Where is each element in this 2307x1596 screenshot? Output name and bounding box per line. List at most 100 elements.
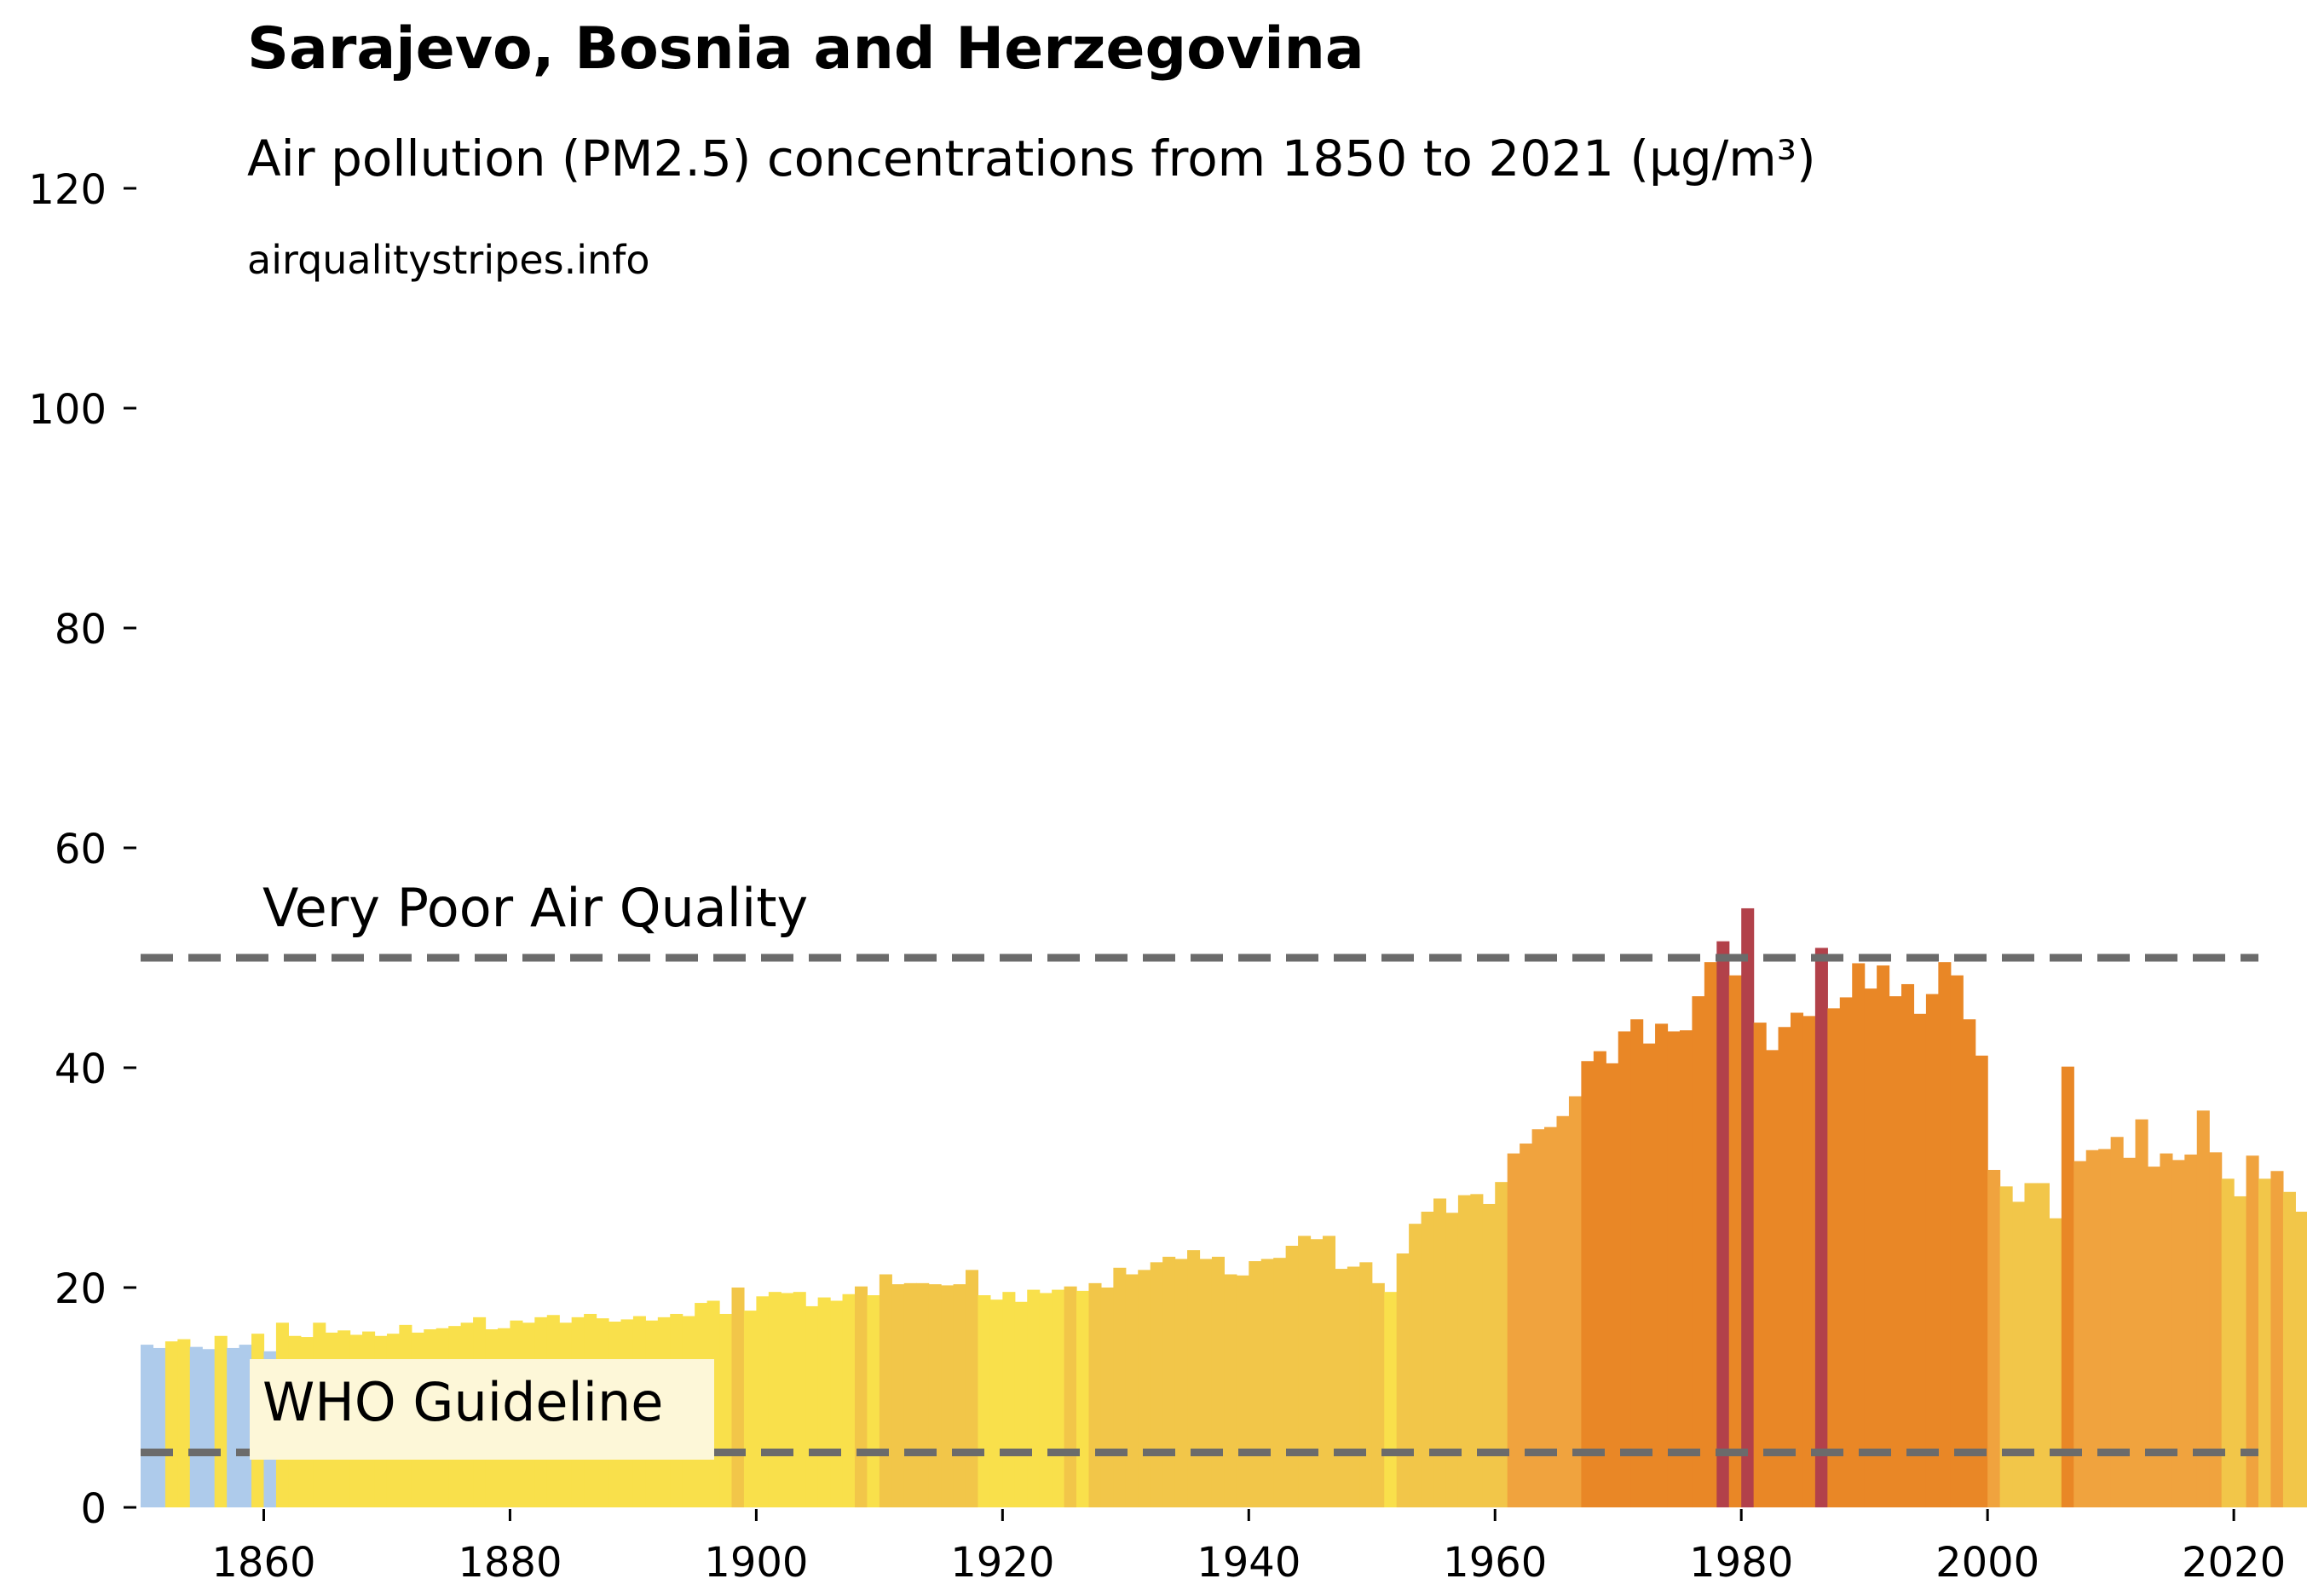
bar-1952 [1396, 1253, 1410, 1507]
bar-1852 [164, 1341, 178, 1507]
bar-1946 [1322, 1236, 1336, 1507]
threshold-label-who: WHO Guideline [262, 1371, 663, 1433]
bar-2025 [2295, 1211, 2307, 1507]
bar-1914 [928, 1284, 942, 1507]
bar-1954 [1421, 1211, 1434, 1507]
bar-2016 [2184, 1154, 2198, 1507]
bar-1983 [1778, 1027, 1791, 1507]
bar-1968 [1593, 1051, 1606, 1507]
bar-1998 [1963, 1019, 1976, 1507]
bar-2024 [2282, 1191, 2296, 1507]
bar-1899 [743, 1311, 757, 1507]
bar-1957 [1457, 1195, 1471, 1507]
bar-1973 [1655, 1023, 1669, 1507]
x-axis: 1860 1880 1900 1920 1940 1960 1980 2000 2020 [211, 1509, 2286, 1587]
bar-1927 [1088, 1282, 1102, 1507]
bar-1951 [1384, 1292, 1398, 1507]
bar-1940 [1249, 1261, 1262, 1507]
bar-1977 [1704, 962, 1717, 1507]
bar-1942 [1273, 1258, 1287, 1507]
bar-1917 [965, 1270, 979, 1507]
bar-1909 [867, 1295, 880, 1507]
bar-1924 [1052, 1289, 1065, 1507]
bar-2003 [2024, 1183, 2038, 1507]
source-label: airqualitystripes.info [247, 237, 650, 283]
bar-1988 [1839, 997, 1853, 1507]
bar-1971 [1630, 1019, 1644, 1507]
bar-1967 [1581, 1061, 1595, 1507]
bar-1939 [1236, 1275, 1249, 1507]
bar-2001 [1999, 1186, 2013, 1507]
bar-1857 [227, 1347, 240, 1507]
x-tick-label: 1980 [1689, 1539, 1793, 1587]
bar-2019 [2221, 1178, 2235, 1507]
bar-1854 [189, 1346, 203, 1507]
bar-2004 [2036, 1183, 2050, 1507]
bar-1997 [1950, 975, 1964, 1507]
bar-1911 [891, 1284, 905, 1507]
chart-subtitle: Air pollution (PM2.5) concentrations fro… [247, 130, 1816, 187]
bar-1999 [1975, 1055, 1988, 1507]
bar-2014 [2160, 1153, 2173, 1507]
bar-1958 [1470, 1194, 1484, 1507]
bar-2022 [2258, 1178, 2272, 1507]
bar-2002 [2012, 1201, 2026, 1507]
bar-1996 [1938, 962, 1952, 1507]
bar-1986 [1814, 948, 1828, 1507]
bar-2017 [2196, 1110, 2210, 1507]
y-tick-label: 20 [55, 1265, 107, 1313]
bar-1858 [239, 1345, 252, 1507]
bar-1993 [1901, 983, 1915, 1507]
bar-1856 [214, 1335, 228, 1507]
bar-1956 [1445, 1213, 1459, 1507]
bar-1972 [1642, 1043, 1656, 1507]
bar-1918 [978, 1295, 991, 1507]
bar-1915 [941, 1285, 955, 1507]
bar-2023 [2270, 1171, 2284, 1507]
bar-1982 [1766, 1050, 1779, 1507]
bar-1937 [1211, 1256, 1225, 1507]
bar-1984 [1790, 1012, 1804, 1507]
bar-1898 [731, 1288, 745, 1507]
bar-1961 [1507, 1153, 1520, 1507]
bar-1987 [1827, 1008, 1841, 1507]
bar-1855 [202, 1349, 216, 1507]
bar-2013 [2147, 1167, 2161, 1507]
bar-1965 [1556, 1115, 1570, 1507]
bar-1963 [1531, 1129, 1545, 1507]
bar-1913 [916, 1282, 930, 1507]
bar-1925 [1064, 1286, 1077, 1507]
y-axis: 0 20 40 60 80 100 120 [28, 166, 136, 1533]
bar-1933 [1162, 1256, 1176, 1507]
bar-1945 [1310, 1239, 1324, 1507]
bar-1944 [1298, 1236, 1312, 1507]
bar-1976 [1692, 996, 1705, 1507]
x-tick-label: 1940 [1197, 1539, 1301, 1587]
bar-1907 [842, 1294, 856, 1507]
x-tick-label: 1920 [950, 1539, 1054, 1587]
x-tick-label: 1860 [211, 1539, 315, 1587]
bar-1985 [1802, 1016, 1816, 1507]
bar-2011 [2123, 1157, 2137, 1507]
bar-2010 [2110, 1137, 2124, 1507]
bar-1989 [1852, 963, 1866, 1507]
x-tick-label: 1960 [1443, 1539, 1547, 1587]
bar-1853 [177, 1339, 191, 1507]
bar-1906 [830, 1300, 844, 1507]
bar-1948 [1347, 1266, 1360, 1507]
bar-1912 [903, 1282, 917, 1507]
bar-1943 [1285, 1245, 1299, 1507]
bar-1919 [989, 1299, 1003, 1507]
bar-1979 [1728, 975, 1742, 1507]
bar-1921 [1014, 1301, 1028, 1507]
bar-series [141, 907, 2307, 1507]
x-tick-label: 1900 [704, 1539, 808, 1587]
bar-1929 [1113, 1267, 1127, 1507]
bar-1922 [1027, 1289, 1041, 1507]
x-tick-label: 2000 [1935, 1539, 2039, 1587]
bar-1901 [768, 1292, 781, 1507]
bar-1920 [1002, 1292, 1016, 1507]
y-tick-label: 0 [80, 1485, 107, 1533]
bar-2007 [2073, 1161, 2087, 1507]
bar-1950 [1371, 1282, 1385, 1507]
